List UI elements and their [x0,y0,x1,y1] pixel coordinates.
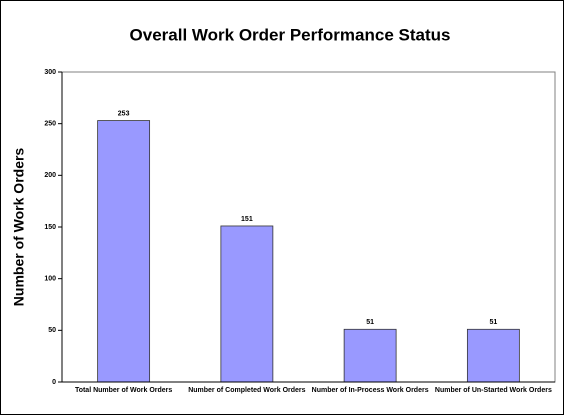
y-tick-label: 250 [44,121,56,128]
x-tick-label: Number of Completed Work Orders [188,387,306,394]
bar [97,120,151,383]
bar [220,225,274,383]
x-tick-label: Total Number of Work Orders [74,387,173,394]
data-label: 253 [118,110,130,117]
bar [466,328,520,383]
chart-title: Overall Work Order Performance Status [130,25,451,44]
x-tick-label: Number of In-Process Work Orders [311,387,429,394]
y-axis-label: Number of Work Orders [11,148,27,307]
data-label: 51 [489,319,497,326]
bar [343,328,397,383]
data-label: 51 [366,319,374,326]
y-tick-label: 150 [44,224,56,231]
y-tick-label: 300 [44,69,56,76]
y-tick-label: 0 [52,379,56,386]
data-label: 151 [241,216,253,223]
x-tick-label: Number of Un-Started Work Orders [434,387,552,394]
y-tick-label: 100 [44,276,56,283]
y-tick-label: 50 [48,327,56,334]
y-tick-label: 200 [44,172,56,179]
